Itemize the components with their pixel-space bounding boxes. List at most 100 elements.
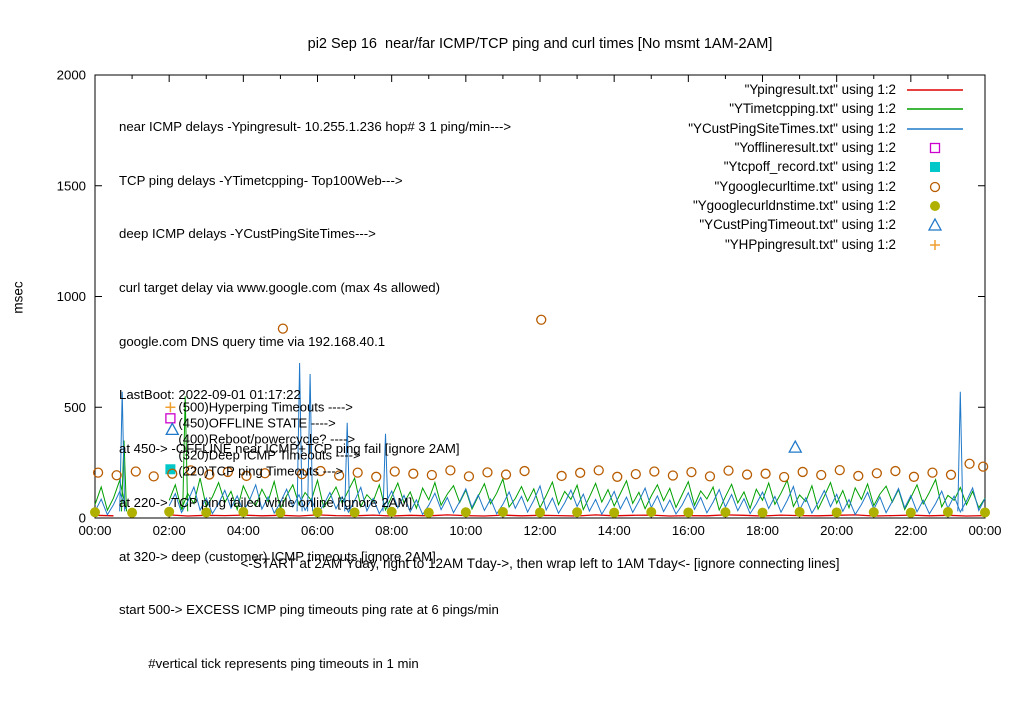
legend-label: "Yofflineresult.txt" using 1:2: [734, 140, 896, 156]
circle-filled-marker: [609, 507, 620, 518]
legend-marker-swatch: [930, 200, 940, 211]
legend-item: "YCustPingTimeout.txt" using 1:2: [538, 215, 968, 234]
x-tick-label: 20:00: [820, 523, 853, 538]
circle-open-marker: [593, 465, 604, 476]
legend-marker-swatch: [930, 239, 940, 250]
circle-open-marker: [315, 465, 326, 477]
circle-filled-marker: [497, 507, 508, 518]
circle-open-marker: [704, 471, 716, 482]
circle-open-marker: [575, 467, 586, 478]
annotation-line: curl target delay via www.google.com (ma…: [119, 279, 441, 295]
legend-label: "Ygooglecurltime.txt" using 1:2: [714, 178, 896, 194]
legend-marker-swatch: [929, 181, 941, 192]
circle-open-marker: [667, 470, 679, 481]
x-tick-label: 18:00: [746, 523, 779, 538]
circle-open-marker: [277, 323, 289, 334]
circle-filled-marker: [423, 507, 434, 518]
annotation-line: at 320-> deep (customer) ICMP timeouts […: [119, 548, 436, 564]
circle-filled-marker: [942, 507, 953, 518]
circle-filled-marker: [683, 507, 694, 518]
circle-filled-marker: [275, 507, 286, 518]
level-label: (500)Hyperping Timeouts ---->: [178, 399, 352, 414]
annotation-line: deep ICMP delays -YCustPingSiteTimes--->: [119, 226, 376, 242]
circle-open-marker: [778, 471, 790, 483]
legend-item: "Ytcpoff_record.txt" using 1:2: [538, 157, 968, 176]
triangle-open-marker: [788, 439, 803, 453]
legend-sample: [902, 217, 968, 232]
circle-open-marker: [148, 471, 159, 482]
chart-title: pi2 Sep 16 near/far ICMP/TCP ping and cu…: [307, 36, 773, 52]
circle-filled-marker: [238, 507, 249, 518]
circle-open-marker: [723, 465, 734, 476]
circle-open-marker: [500, 469, 512, 480]
legend: "Ypingresult.txt" using 1:2 "YTimetcpping…: [538, 80, 968, 254]
circle-filled-marker: [831, 507, 842, 518]
circle-open-marker: [371, 471, 382, 482]
legend-item: "Yofflineresult.txt" using 1:2: [538, 138, 968, 157]
circle-open-marker: [945, 469, 957, 480]
circle-open-marker: [649, 466, 660, 477]
x-tick-label: 16:00: [672, 523, 705, 538]
circle-open-marker: [519, 465, 530, 477]
circle-filled-marker: [980, 507, 990, 518]
circle-filled-marker: [646, 507, 657, 518]
legend-label: "YCustPingSiteTimes.txt" using 1:2: [688, 120, 896, 136]
legend-label: "Ypingresult.txt" using 1:2: [744, 82, 896, 98]
circle-filled-marker: [90, 507, 100, 518]
series-Ygooglecurltime: [92, 314, 989, 483]
circle-open-marker: [890, 465, 901, 477]
series-Ygooglecurldnstime: [90, 506, 990, 518]
y-tick-label: 2000: [57, 68, 86, 83]
annotation-line: LastBoot: 2022-09-01 01:17:22: [119, 387, 301, 403]
legend-item: "YCustPingSiteTimes.txt" using 1:2: [538, 119, 968, 138]
legend-line-swatch: [907, 89, 963, 91]
legend-label: "Ytcpoff_record.txt" using 1:2: [723, 159, 896, 175]
circle-filled-marker: [868, 507, 879, 518]
circle-open-marker: [185, 465, 196, 476]
legend-marker-swatch: [930, 162, 940, 173]
circle-open-marker: [167, 468, 178, 479]
x-tick-label: 22:00: [894, 523, 927, 538]
circle-filled-marker: [460, 507, 471, 518]
legend-label: "YTimetcpping.txt" using 1:2: [729, 101, 896, 117]
circle-filled-marker: [905, 507, 916, 518]
legend-sample: [902, 121, 968, 136]
circle-open-marker: [853, 470, 864, 482]
circle-open-marker: [333, 470, 345, 481]
circle-open-marker: [482, 467, 493, 478]
square-open-marker: [929, 142, 941, 154]
legend-item: "Ypingresult.txt" using 1:2: [538, 80, 968, 99]
triangle-open-marker: [165, 422, 180, 436]
circle-filled-marker: [535, 507, 545, 518]
legend-sample: [902, 140, 968, 155]
circle-open-marker: [408, 468, 419, 479]
legend-sample: [902, 159, 968, 174]
spike: [119, 391, 126, 512]
spike: [296, 362, 303, 512]
y-tick-label: 1500: [57, 178, 86, 193]
spike: [957, 391, 964, 512]
circle-open-marker: [964, 458, 975, 469]
y-tick-label: 0: [79, 511, 86, 526]
spike: [382, 433, 389, 512]
circle-open-marker: [222, 466, 234, 478]
circle-open-marker: [686, 466, 697, 478]
circle-open-marker: [927, 467, 938, 478]
circle-open-marker: [871, 468, 882, 479]
circle-open-marker: [908, 471, 920, 482]
legend-item: "YTimetcpping.txt" using 1:2: [538, 99, 968, 118]
annotation-line: near ICMP delays -Ypingresult- 10.255.1.…: [119, 118, 512, 134]
legend-sample: [902, 82, 968, 97]
series-YCustPingSiteTimes: [94, 362, 986, 516]
circle-open-marker: [536, 314, 547, 325]
circle-open-marker: [296, 468, 308, 480]
circle-filled-marker: [572, 507, 583, 518]
series-YCustPingTimeout: [165, 422, 803, 453]
circle-open-marker: [741, 469, 753, 480]
legend-label: "YCustPingTimeout.txt" using 1:2: [699, 217, 896, 233]
x-tick-label: 02:00: [153, 523, 186, 538]
x-tick-label: 06:00: [301, 523, 334, 538]
circle-filled-marker: [386, 506, 397, 517]
spike: [307, 373, 314, 512]
legend-label: "YHPpingresult.txt" using 1:2: [724, 236, 896, 252]
